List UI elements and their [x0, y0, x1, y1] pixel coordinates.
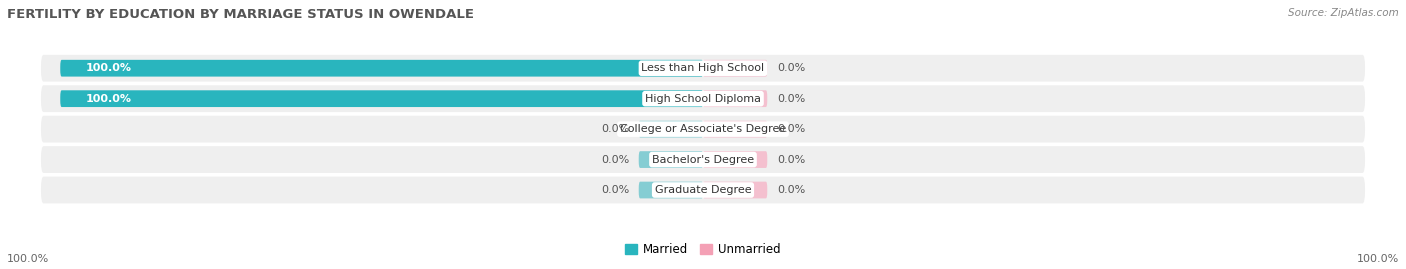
FancyBboxPatch shape	[638, 121, 703, 137]
FancyBboxPatch shape	[638, 182, 703, 199]
Text: 100.0%: 100.0%	[7, 254, 49, 264]
FancyBboxPatch shape	[703, 90, 768, 107]
Text: 0.0%: 0.0%	[778, 94, 806, 104]
Text: 0.0%: 0.0%	[778, 185, 806, 195]
Text: 100.0%: 100.0%	[86, 63, 132, 73]
FancyBboxPatch shape	[703, 151, 768, 168]
Text: 0.0%: 0.0%	[778, 155, 806, 165]
Text: College or Associate's Degree: College or Associate's Degree	[620, 124, 786, 134]
Text: 100.0%: 100.0%	[86, 94, 132, 104]
FancyBboxPatch shape	[703, 121, 768, 137]
Legend: Married, Unmarried: Married, Unmarried	[620, 238, 786, 260]
FancyBboxPatch shape	[60, 90, 703, 107]
Text: 0.0%: 0.0%	[600, 155, 628, 165]
FancyBboxPatch shape	[41, 55, 1365, 82]
FancyBboxPatch shape	[638, 151, 703, 168]
Text: Graduate Degree: Graduate Degree	[655, 185, 751, 195]
FancyBboxPatch shape	[703, 182, 768, 199]
Text: 100.0%: 100.0%	[1357, 254, 1399, 264]
Text: 0.0%: 0.0%	[600, 185, 628, 195]
FancyBboxPatch shape	[60, 60, 703, 77]
FancyBboxPatch shape	[41, 85, 1365, 112]
Text: 0.0%: 0.0%	[778, 63, 806, 73]
FancyBboxPatch shape	[41, 177, 1365, 203]
Text: Bachelor's Degree: Bachelor's Degree	[652, 155, 754, 165]
Text: Source: ZipAtlas.com: Source: ZipAtlas.com	[1288, 8, 1399, 18]
Text: 0.0%: 0.0%	[778, 124, 806, 134]
Text: Less than High School: Less than High School	[641, 63, 765, 73]
FancyBboxPatch shape	[41, 116, 1365, 143]
FancyBboxPatch shape	[41, 146, 1365, 173]
Text: 0.0%: 0.0%	[600, 124, 628, 134]
Text: High School Diploma: High School Diploma	[645, 94, 761, 104]
Text: FERTILITY BY EDUCATION BY MARRIAGE STATUS IN OWENDALE: FERTILITY BY EDUCATION BY MARRIAGE STATU…	[7, 8, 474, 21]
FancyBboxPatch shape	[703, 60, 768, 77]
